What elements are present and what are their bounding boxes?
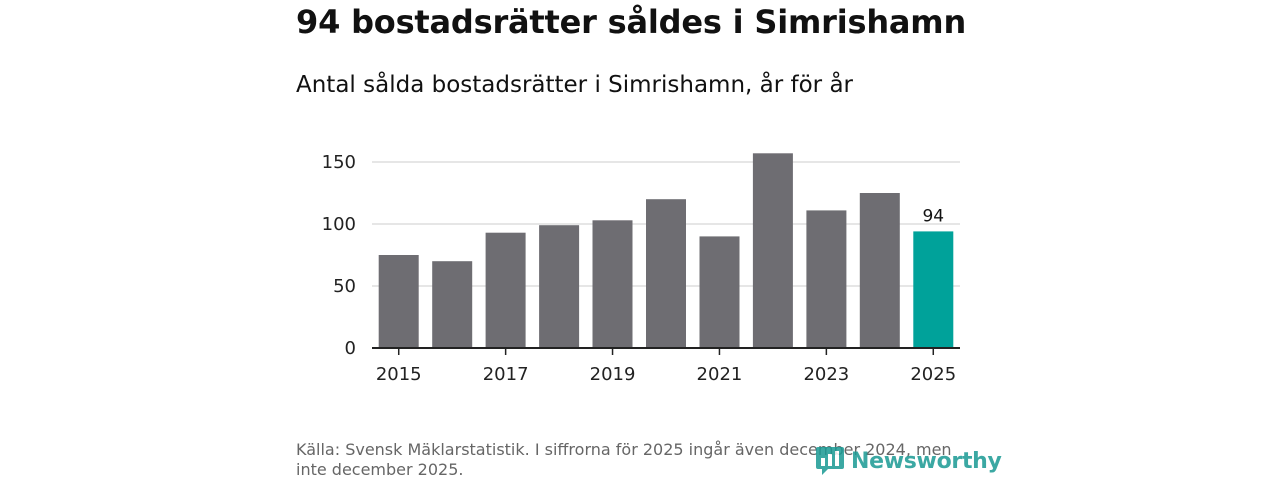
y-tick-label-50: 50: [333, 276, 356, 297]
axes: [372, 347, 960, 355]
bar-2020: [646, 199, 686, 348]
y-tick-label-150: 150: [322, 152, 356, 173]
bar-2019: [592, 220, 633, 348]
bar-2015: [378, 255, 419, 348]
bar-2023: [806, 210, 847, 348]
bar-chart-speech-bubble-icon: [816, 447, 844, 475]
brand-name: Newsworthy: [851, 448, 1002, 474]
bar-2024: [859, 193, 900, 348]
bars: [378, 153, 954, 348]
chart-title: 94 bostadsrätter såldes i Simrishamn: [296, 3, 967, 41]
bar-chart: 0 50 100 150 2015 2017 2019 2021 2023 2025 94: [322, 152, 960, 385]
y-tick-label-100: 100: [322, 214, 356, 235]
data-label-2025: 94: [922, 206, 944, 226]
x-tick-label-2025: 2025: [910, 364, 956, 385]
y-tick-label-0: 0: [345, 338, 356, 359]
x-tick-label-2019: 2019: [590, 364, 636, 385]
x-tick-label-2021: 2021: [697, 364, 743, 385]
bar-2018: [539, 225, 580, 348]
bar-2016: [432, 261, 473, 348]
bar-2022: [752, 153, 793, 348]
newsworthy-logo: Newsworthy: [815, 444, 1002, 478]
chart-subtitle: Antal sålda bostadsrätter i Simrishamn, …: [296, 72, 853, 98]
bar-2025: [913, 231, 954, 348]
x-tick-label-2015: 2015: [376, 364, 422, 385]
labels: 0 50 100 150 2015 2017 2019 2021 2023 2025 94: [322, 152, 957, 385]
x-tick-label-2017: 2017: [483, 364, 529, 385]
bar-2021: [699, 236, 740, 348]
bar-2017: [485, 232, 526, 348]
x-tick-label-2023: 2023: [803, 364, 849, 385]
source-note: Källa: Svensk Mäklarstatistik. I siffror…: [296, 440, 952, 479]
